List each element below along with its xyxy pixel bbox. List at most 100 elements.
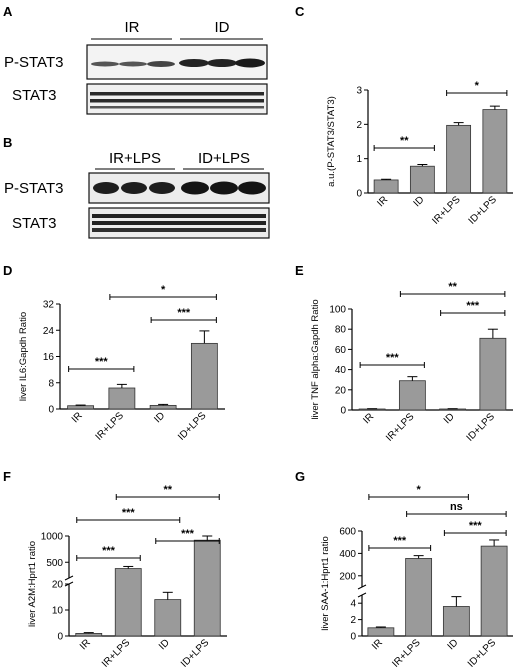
- bar: [149, 404, 177, 410]
- bar: [75, 633, 103, 637]
- y-tick-label: 10: [52, 606, 64, 617]
- x-tick-label: IR+LPS: [430, 194, 463, 227]
- panel-b: B IR+LPS ID+LPS P-STAT3 STAT3: [3, 135, 270, 239]
- x-tick-label: ID+LPS: [179, 637, 212, 670]
- y-axis-label: liver A2M:Hprt1 ratio: [27, 541, 38, 627]
- significance-label: ***: [466, 300, 480, 312]
- bar: [446, 124, 472, 194]
- blot-row-label-pstat3: P-STAT3: [4, 54, 63, 71]
- significance-label: **: [400, 135, 409, 147]
- x-tick-label: ID: [152, 410, 167, 425]
- bar: [190, 342, 218, 410]
- x-tick-label: IR+LPS: [94, 410, 127, 443]
- blot-row-label-stat3-lps: STAT3: [12, 215, 56, 232]
- significance-label: **: [448, 281, 457, 293]
- x-tick-label: ID: [442, 411, 457, 426]
- significance-label: ***: [102, 545, 116, 557]
- significance-label: ***: [122, 507, 136, 519]
- chart-panel-c: 0 1 2 3 a.u.(P-STAT3/STAT3) IR ID IR+LPS ID+LPS *…: [326, 80, 513, 227]
- y-tick-label: 20: [52, 580, 64, 591]
- significance-label: ***: [393, 535, 407, 547]
- panel-label-a: A: [3, 4, 13, 19]
- x-tick-label: IR+LPS: [100, 637, 133, 670]
- bar: [154, 599, 182, 637]
- y-axis-label: liver TNF alpha:Gapdh Ratio: [310, 299, 321, 419]
- chart-panel-g: 0 2 4 200 400 600 liver SAA-1:Hprt1 ratio IR IR+…: [320, 484, 513, 670]
- y-tick-label: 0: [350, 632, 356, 643]
- panel-label-c: C: [295, 4, 305, 19]
- bar: [373, 179, 399, 194]
- x-tick-label: ID+LPS: [465, 411, 498, 444]
- significance-label: *: [161, 284, 166, 296]
- y-tick-label: 0: [48, 405, 54, 416]
- significance-label: *: [416, 484, 421, 496]
- y-tick-label: 200: [339, 571, 356, 582]
- x-tick-label: ID: [446, 637, 461, 652]
- panel-label-g: G: [295, 469, 305, 484]
- significance-label: ***: [469, 520, 483, 532]
- x-tick-label: IR+LPS: [390, 637, 423, 670]
- x-tick-label: ID+LPS: [467, 194, 500, 227]
- blot-group-label-ir-lps: IR+LPS: [109, 150, 161, 167]
- y-tick-label: 500: [46, 558, 63, 569]
- y-tick-label: 32: [43, 300, 55, 311]
- y-axis-label: liver SAA-1:Hprt1 ratio: [320, 536, 331, 631]
- y-tick-label: 60: [335, 345, 347, 356]
- panel-label-e: E: [295, 263, 304, 278]
- chart-panel-d: 0 8 16 24 32 liver IL6:Gapdh Ratio IR IR+LPS ID I…: [18, 284, 225, 443]
- blot-group-label-ir: IR: [125, 19, 140, 36]
- y-tick-label: 80: [335, 325, 347, 336]
- y-tick-label: 24: [43, 326, 55, 337]
- x-tick-label: IR: [361, 411, 376, 426]
- significance-label: ***: [177, 307, 191, 319]
- y-tick-label: 3: [356, 86, 362, 97]
- axis-break-mark: [64, 575, 74, 581]
- x-tick-label: ID: [157, 637, 172, 652]
- y-tick-label: 8: [48, 378, 54, 389]
- significance-label: ***: [386, 352, 400, 364]
- panel-a: A IR ID P-STAT3 STAT3: [3, 4, 268, 115]
- y-axis-label: a.u.(P-STAT3/STAT3): [326, 96, 337, 187]
- y-tick-label: 0: [340, 406, 346, 417]
- significance-label: ns: [450, 501, 463, 513]
- y-axis-label: liver IL6:Gapdh Ratio: [18, 312, 29, 401]
- panel-label-b: B: [3, 135, 12, 150]
- y-tick-label: 100: [329, 305, 346, 316]
- bar: [108, 387, 136, 410]
- x-tick-label: IR+LPS: [384, 411, 417, 444]
- y-tick-label: 2: [356, 120, 362, 131]
- significance-label: ***: [181, 528, 195, 540]
- x-tick-label: ID+LPS: [466, 637, 499, 670]
- blot-row-label-stat3: STAT3: [12, 87, 56, 104]
- bar: [193, 539, 221, 637]
- blot-bands-stat3-lps: [92, 214, 266, 232]
- axis-break-mark: [357, 592, 367, 598]
- bar: [398, 380, 426, 411]
- bar: [442, 606, 470, 637]
- bar: [114, 568, 142, 637]
- y-tick-label: 40: [335, 365, 347, 376]
- significance-label: *: [475, 80, 480, 92]
- blot-group-label-id-lps: ID+LPS: [198, 150, 250, 167]
- x-tick-label: IR: [78, 637, 93, 652]
- bar: [409, 165, 435, 194]
- bar: [482, 109, 508, 194]
- x-tick-label: IR: [370, 637, 385, 652]
- bar: [367, 627, 395, 637]
- blot-bands-pstat3: [91, 58, 265, 68]
- chart-panel-e: 0 20 40 60 80 100 liver TNF alpha:Gapdh Ratio I…: [310, 281, 513, 444]
- blot-bands-pstat3-lps: [93, 181, 266, 195]
- panel-label-d: D: [3, 263, 12, 278]
- y-tick-label: 1000: [41, 532, 64, 543]
- bar: [67, 405, 95, 410]
- significance-label: **: [163, 484, 172, 496]
- y-tick-label: 0: [57, 632, 63, 643]
- y-tick-label: 20: [335, 385, 347, 396]
- y-tick-label: 16: [43, 352, 55, 363]
- bar: [405, 558, 433, 637]
- y-tick-label: 600: [339, 527, 356, 538]
- y-tick-label: 400: [339, 549, 356, 560]
- y-tick-label: 4: [350, 599, 356, 610]
